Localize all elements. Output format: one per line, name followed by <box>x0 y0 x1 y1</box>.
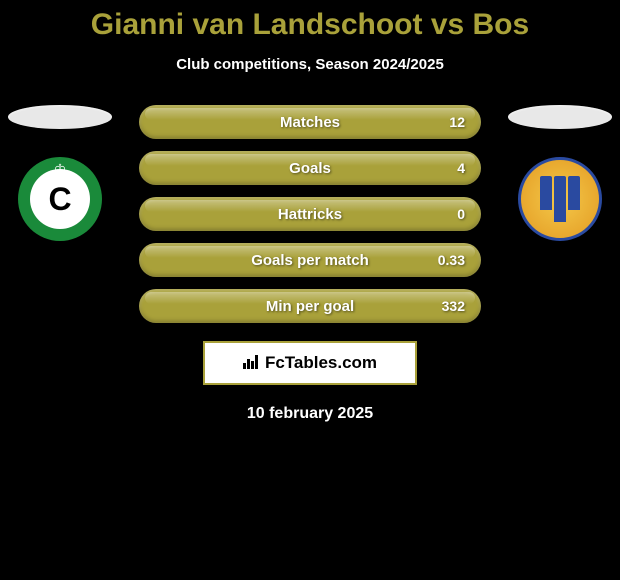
stat-row: Goals per match 0.33 <box>139 243 481 277</box>
page-title: Gianni van Landschoot vs Bos <box>0 0 620 42</box>
stat-right-value: 0.33 <box>438 252 465 268</box>
stat-row: Hattricks 0 <box>139 197 481 231</box>
brand-text: FcTables.com <box>265 353 377 373</box>
date-label: 10 february 2025 <box>0 405 620 423</box>
stat-label: Goals <box>289 160 331 177</box>
stat-label: Hattricks <box>278 206 342 223</box>
subtitle: Club competitions, Season 2024/2025 <box>0 56 620 73</box>
player-right-column <box>500 105 620 241</box>
stat-label: Matches <box>280 114 340 131</box>
bar-chart-icon <box>243 353 261 374</box>
stat-right-value: 332 <box>442 298 465 314</box>
club-logo-left: ♔ C <box>18 157 102 241</box>
stat-right-value: 4 <box>457 160 465 176</box>
comparison-card: Gianni van Landschoot vs Bos Club compet… <box>0 0 620 423</box>
stat-row: Min per goal 332 <box>139 289 481 323</box>
club-logo-right <box>518 157 602 241</box>
stat-row: Matches 12 <box>139 105 481 139</box>
stat-label: Min per goal <box>266 298 354 315</box>
brand-link[interactable]: FcTables.com <box>203 341 417 385</box>
main-area: ♔ C Matches 12 <box>0 105 620 423</box>
crown-icon: ♔ <box>54 161 67 178</box>
stat-right-value: 12 <box>449 114 465 130</box>
stat-row: Goals 4 <box>139 151 481 185</box>
stats-list: Matches 12 Goals 4 Hattricks 0 Goals per… <box>139 105 481 323</box>
stat-right-value: 0 <box>457 206 465 222</box>
player-left-name-pill <box>8 105 112 129</box>
club-logo-left-letter: C <box>30 169 90 229</box>
castle-icon <box>540 176 580 222</box>
player-left-column: ♔ C <box>0 105 120 241</box>
stat-label: Goals per match <box>251 252 369 269</box>
player-right-name-pill <box>508 105 612 129</box>
